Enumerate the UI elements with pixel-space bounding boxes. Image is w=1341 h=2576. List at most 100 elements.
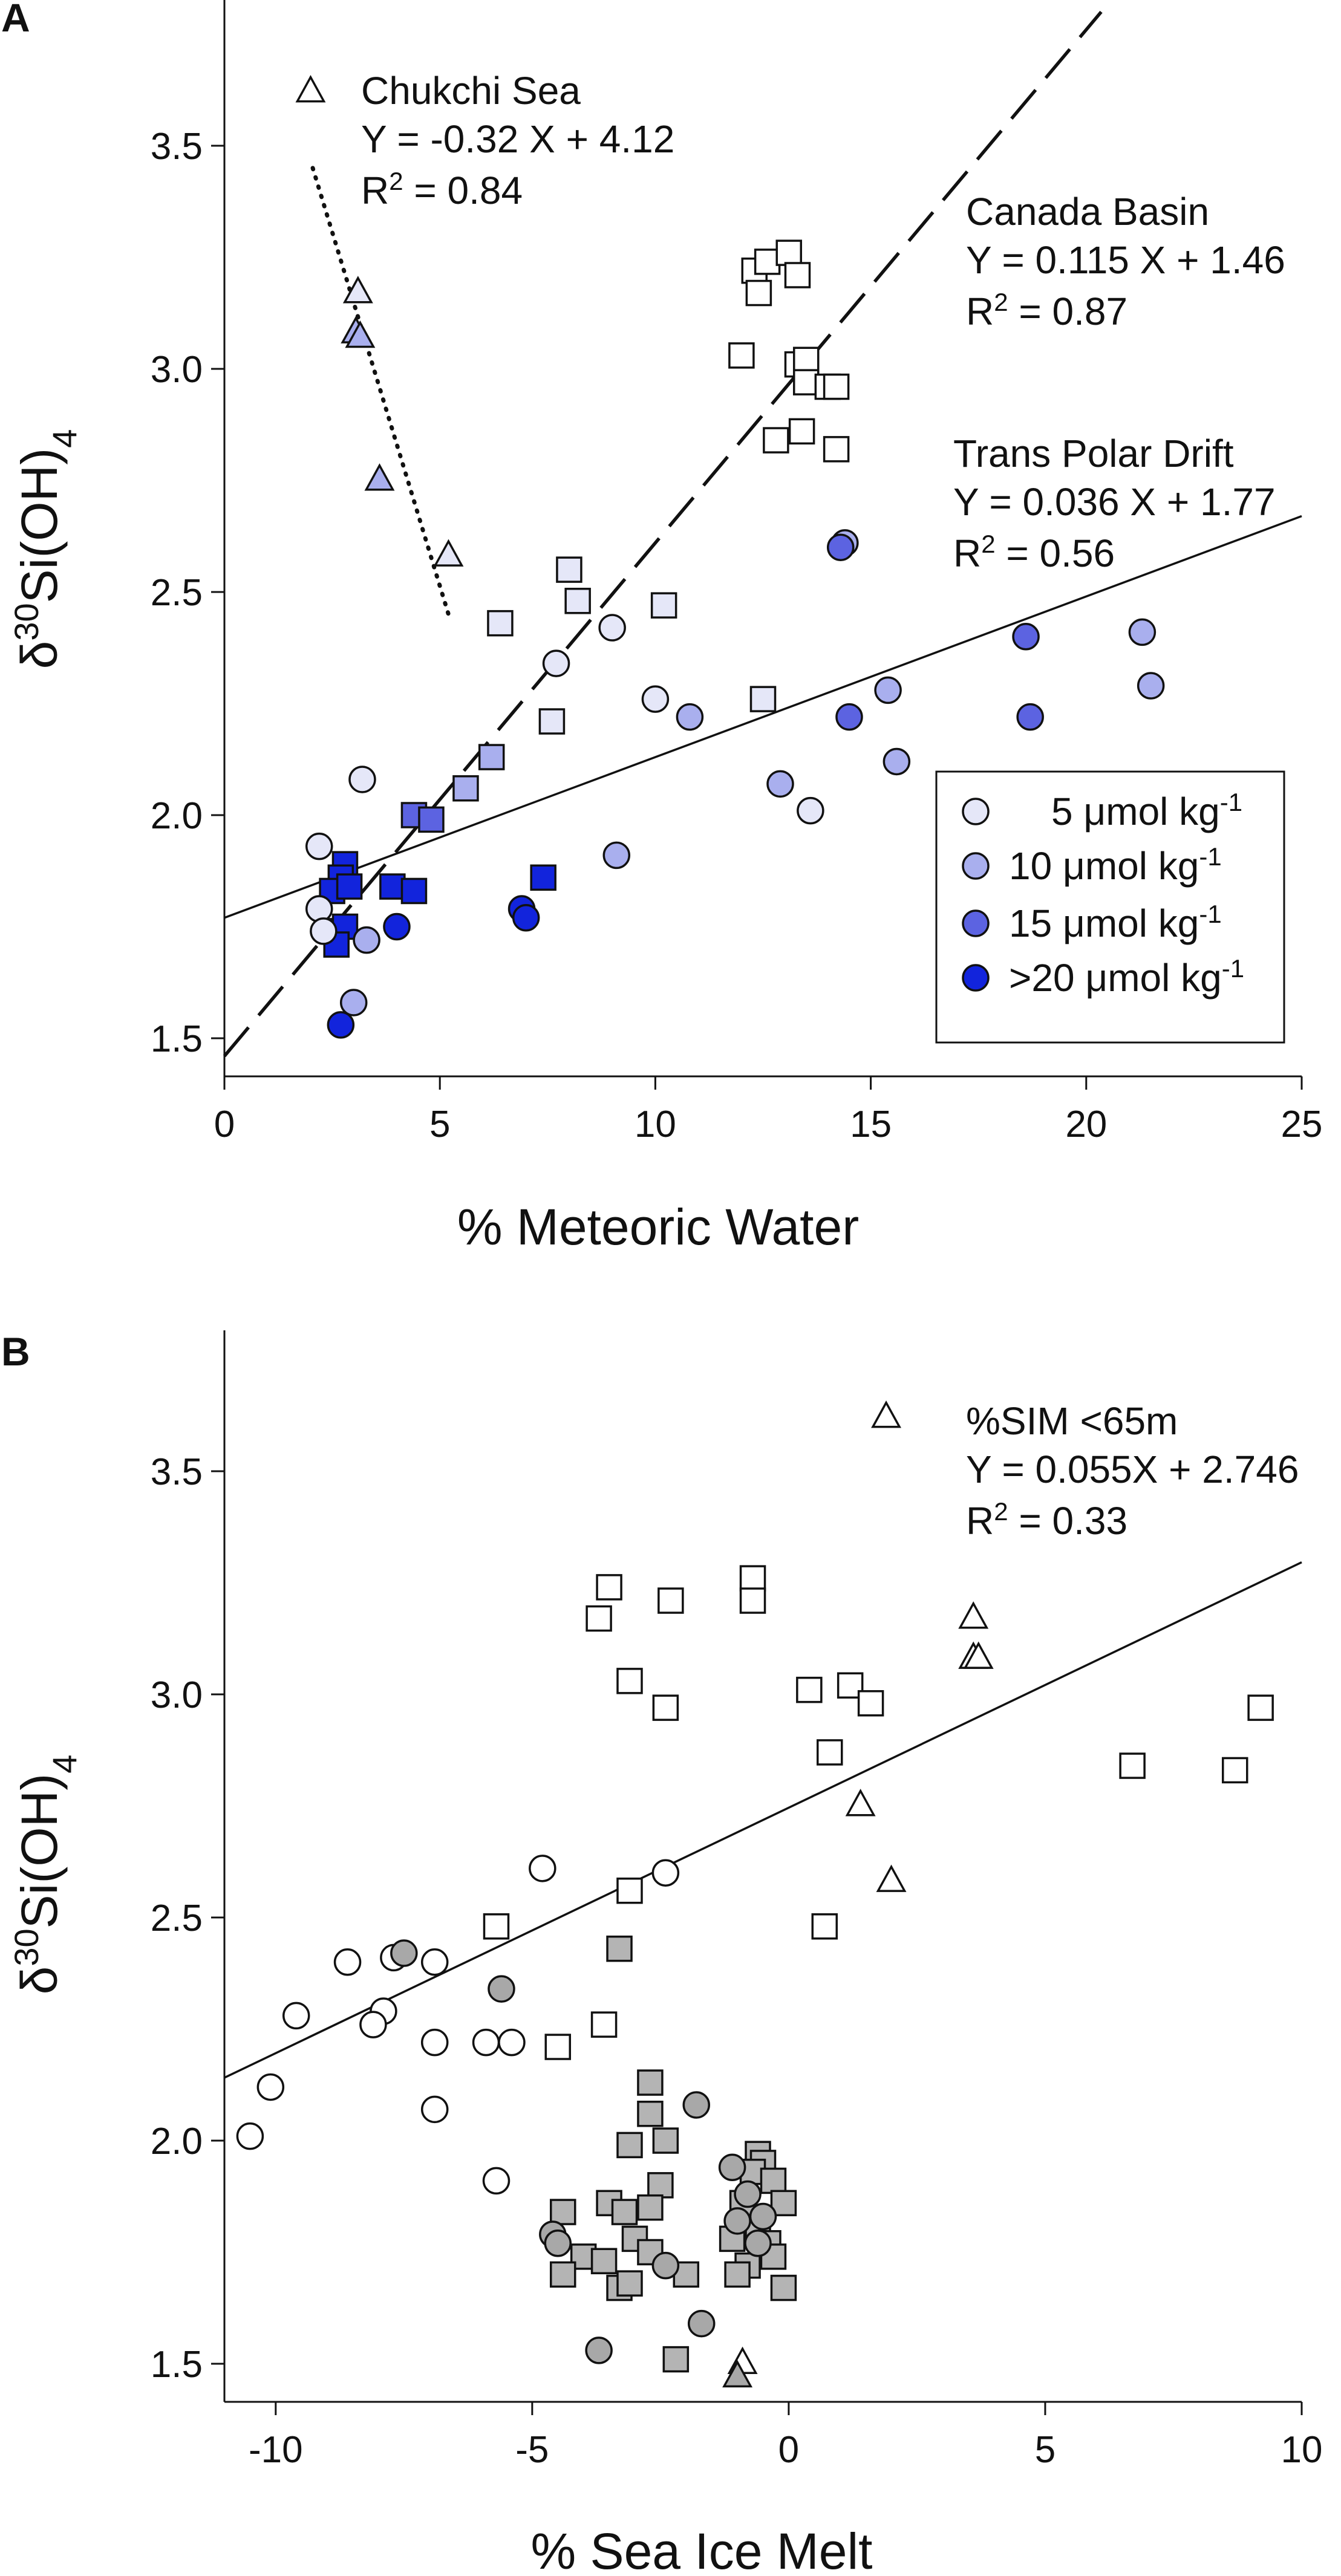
canada-basin-point	[564, 588, 591, 614]
trans-polar-drift-point	[874, 676, 902, 704]
canada-basin-point	[1119, 1752, 1146, 1779]
trans-polar-drift-point	[353, 926, 380, 954]
canada-basin-point	[796, 1676, 823, 1703]
chukchi-equation: Y = -0.32 X + 4.12	[361, 117, 674, 161]
canada-equation: Y = 0.115 X + 1.46	[966, 238, 1285, 282]
panel-a-y-axis-title: δ30Si(OH)4	[7, 429, 83, 669]
x-tick-label: 20	[1065, 1104, 1107, 1145]
canada-basin-point	[657, 1587, 684, 1614]
trans-polar-drift-point	[420, 2028, 449, 2057]
panel-a: A 1.5 2.0 2.5 3.0 3.5 0 5 10 15 20 25 % Meteoric …	[1, 0, 1322, 1255]
legend-marker	[962, 798, 990, 825]
x-tick-label: 5	[1035, 2429, 1056, 2471]
trans-polar-drift-point	[1016, 703, 1044, 731]
chukchi-sea-point	[364, 463, 395, 491]
x-tick-label: 5	[429, 1104, 450, 1145]
canada-basin-point	[616, 2270, 643, 2297]
canada-basin-point	[775, 239, 802, 266]
trans-polar-drift-point	[488, 1975, 515, 2003]
legend-box	[935, 770, 1285, 1044]
trans-polar-drift-point	[718, 2153, 746, 2182]
canada-basin-point	[823, 436, 850, 463]
canada-basin-point	[637, 2100, 664, 2127]
chukchi-sea-point	[871, 1400, 902, 1428]
trans-polar-drift-point	[797, 796, 824, 825]
panel-b-fit-lines	[224, 1561, 1302, 2079]
canada-basin-point	[483, 1913, 510, 1940]
canada-basin-point	[586, 1605, 612, 1632]
chukchi-name: Chukchi Sea	[361, 69, 581, 112]
canada-name: Canada Basin	[966, 190, 1209, 233]
panel-a-legend: 5 μmol kg-1 10 μmol kg-1 15 μmol kg-1 >20 μ…	[935, 770, 1285, 1044]
panel-a-data-points	[295, 75, 1165, 1039]
legend-marker	[962, 909, 990, 937]
chukchi-annotation: Chukchi Sea Y = -0.32 X + 4.12 R2 = 0.84	[361, 69, 674, 212]
y-tick-label: 2.0	[151, 2121, 203, 2162]
trans-polar-drift-point	[420, 2095, 449, 2124]
panel-b-y-ticks: 1.5 2.0 2.5 3.0 3.5	[151, 1451, 224, 2386]
canada-basin-point	[647, 2172, 674, 2199]
canada-basin-point	[556, 556, 582, 583]
legend-marker	[962, 852, 990, 880]
sim-equation: Y = 0.055X + 2.746	[966, 1448, 1299, 1491]
panel-a-letter: A	[1, 0, 30, 40]
canada-basin-point	[530, 864, 556, 891]
trans-polar-drift-point	[651, 2251, 680, 2280]
tpd-name: Trans Polar Drift	[953, 432, 1234, 475]
canada-basin-point	[478, 744, 505, 770]
canada-basin-point	[662, 2346, 690, 2373]
panel-b-letter: B	[1, 1329, 30, 1374]
canada-basin-point	[452, 775, 479, 802]
trans-polar-drift-point	[883, 747, 911, 776]
sim-r2: R2 = 0.33	[966, 1497, 1127, 1543]
tpd-r2: R2 = 0.56	[953, 530, 1115, 576]
trans-polar-drift-point	[585, 2337, 613, 2364]
canada-basin-point	[788, 418, 815, 445]
fit-line-trans-polar-drift	[224, 515, 1302, 919]
canada-basin-point	[857, 1690, 884, 1717]
canada-basin-point	[650, 592, 677, 619]
canada-basin-point	[637, 2194, 664, 2221]
canada-basin-point	[760, 2167, 787, 2194]
panel-a-x-ticks: 0 5 10 15 20 25	[214, 1076, 1323, 1145]
canada-basin-point	[784, 262, 811, 288]
y-tick-label: 3.5	[151, 1451, 203, 1493]
legend-label: 5 μmol kg-1	[1051, 788, 1242, 834]
x-tick-label: 0	[214, 1104, 235, 1145]
x-tick-label: 10	[635, 1104, 676, 1145]
trans-polar-drift-point	[766, 770, 794, 798]
trans-polar-drift-point	[305, 832, 333, 860]
x-tick-label: 25	[1281, 1104, 1323, 1145]
chukchi-sea-point	[963, 1641, 994, 1669]
chukchi-sea-point	[433, 539, 464, 567]
panel-b-x-axis-title: % Sea Ice Melt	[531, 2523, 873, 2576]
canada-basin-point	[616, 2132, 643, 2159]
y-tick-label: 2.5	[151, 572, 203, 614]
legend-label: 15 μmol kg-1	[1009, 900, 1222, 946]
canada-basin-point	[400, 877, 428, 905]
chukchi-sea-point	[876, 1864, 907, 1892]
fit-line-canada-basin	[223, 10, 1103, 1058]
tpd-equation: Y = 0.036 X + 1.77	[953, 480, 1276, 524]
trans-polar-drift-point	[682, 2091, 710, 2119]
canada-basin-point	[616, 1668, 643, 1694]
canada-basin-point	[817, 1739, 843, 1766]
y-tick-label: 2.0	[151, 795, 203, 837]
y-tick-label: 1.5	[151, 1018, 203, 1060]
y-tick-label: 2.5	[151, 1898, 203, 1939]
trans-polar-drift-point	[236, 2122, 264, 2150]
canada-basin-point	[1221, 1757, 1248, 1784]
canada-basin-point	[637, 2069, 664, 2096]
panel-b: B 1.5 2.0 2.5 3.0 3.5 -10 -5 0 5 10 % Sea Ice Me…	[1, 1329, 1322, 2576]
trans-polar-drift-point	[498, 2028, 526, 2057]
canada-basin-point	[728, 342, 755, 369]
trans-polar-drift-point	[472, 2028, 500, 2057]
y-tick-label: 1.5	[151, 2344, 203, 2386]
canada-basin-point	[606, 1935, 633, 1962]
canada-basin-point	[763, 427, 789, 454]
canada-basin-point	[487, 610, 514, 637]
trans-polar-drift-point	[826, 533, 855, 561]
panel-b-data-points	[236, 1400, 1274, 2388]
panel-b-y-axis-title: δ30Si(OH)4	[7, 1755, 83, 1995]
canada-r2: R2 = 0.87	[966, 288, 1127, 334]
